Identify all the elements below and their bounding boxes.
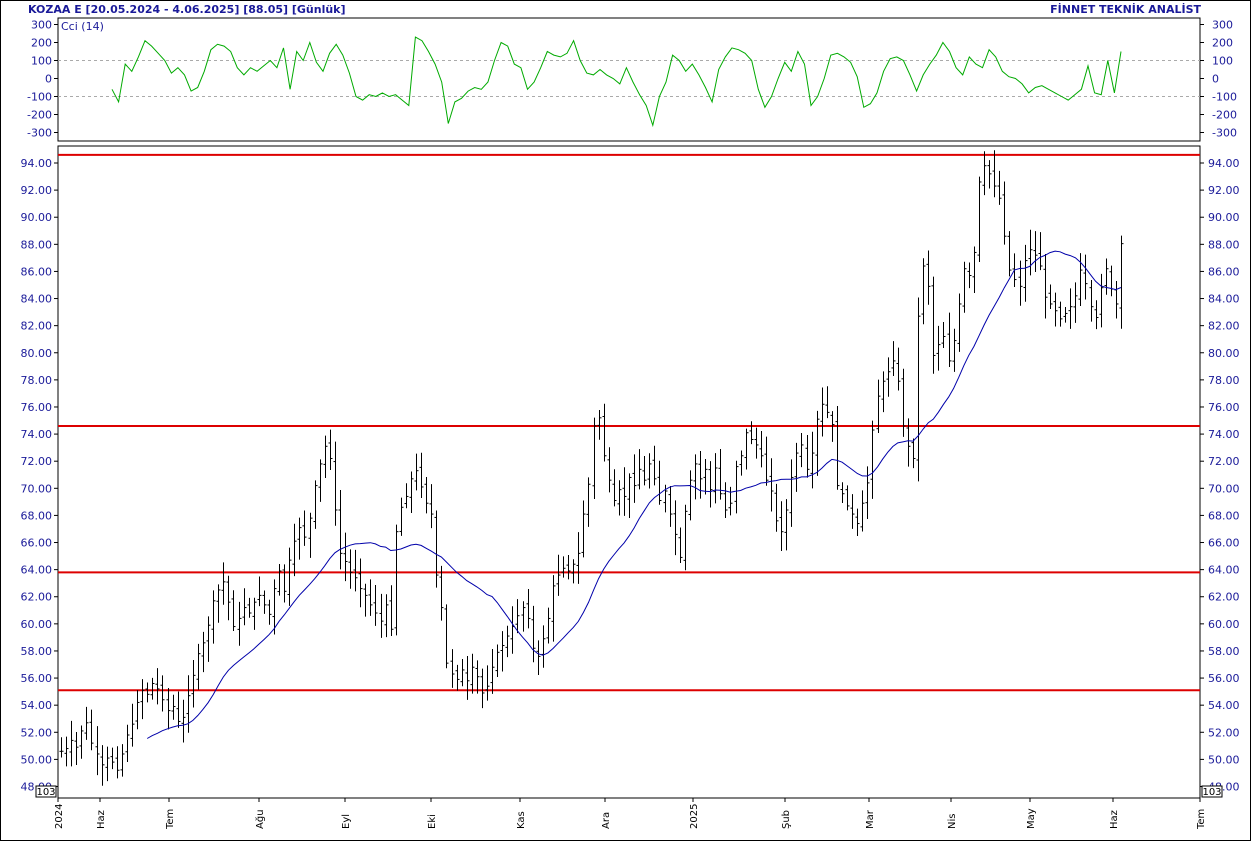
price-y-tick-label: 62.00 — [1208, 591, 1240, 604]
cci-y-tick-label: -300 — [27, 127, 52, 140]
price-y-tick-label: 70.00 — [21, 482, 53, 495]
price-y-tick-label: 78.00 — [21, 374, 53, 387]
price-y-tick-label: 84.00 — [21, 293, 53, 306]
price-y-tick-label: 62.00 — [21, 591, 53, 604]
cci-y-tick-label: 300 — [31, 19, 52, 32]
price-y-tick-label: 66.00 — [21, 537, 53, 550]
price-y-tick-label: 90.00 — [1208, 211, 1240, 224]
cci-legend: Cci (14) — [61, 20, 104, 33]
x-tick-label: Ara — [601, 812, 612, 829]
price-y-tick-label: 88.00 — [21, 238, 53, 251]
cci-panel-frame — [57, 17, 1201, 142]
price-y-tick-label: 54.00 — [1208, 699, 1240, 712]
x-tick-label: Kas — [516, 811, 527, 829]
price-y-tick-label: 80.00 — [1208, 347, 1240, 360]
price-y-tick-label: 72.00 — [21, 455, 53, 468]
price-y-tick-label: 68.00 — [1208, 509, 1240, 522]
price-y-tick-label: 80.00 — [21, 347, 53, 360]
price-y-tick-label: 74.00 — [1208, 428, 1240, 441]
price-y-tick-label: 64.00 — [1208, 564, 1240, 577]
source-label: FİNNET TEKNİK ANALİST — [1050, 3, 1201, 16]
scale-badge — [1201, 785, 1223, 798]
cci-y-tick-label: -200 — [27, 109, 52, 122]
cci-y-tick-label: 100 — [1212, 55, 1233, 68]
scale-badge — [35, 785, 57, 798]
chart-title: KOZAA E [20.05.2024 - 4.06.2025] [88.05]… — [28, 3, 346, 16]
x-tick-label: Eki — [427, 814, 438, 829]
price-y-tick-label: 50.00 — [1208, 753, 1240, 766]
price-y-tick-label: 82.00 — [1208, 320, 1240, 333]
price-y-tick-label: 50.00 — [21, 753, 53, 766]
price-y-tick-label: 64.00 — [21, 564, 53, 577]
price-y-tick-label: 56.00 — [1208, 672, 1240, 685]
price-y-tick-label: 70.00 — [1208, 482, 1240, 495]
price-y-tick-label: 58.00 — [21, 645, 53, 658]
cci-y-tick-label: 200 — [1212, 37, 1233, 50]
price-y-tick-label: 52.00 — [1208, 726, 1240, 739]
price-y-tick-label: 74.00 — [21, 428, 53, 441]
price-y-tick-label: 76.00 — [1208, 401, 1240, 414]
price-y-tick-label: 86.00 — [1208, 265, 1240, 278]
price-y-tick-label: 76.00 — [21, 401, 53, 414]
x-tick-label: Şub — [781, 810, 792, 829]
cci-y-tick-label: -100 — [1212, 91, 1237, 104]
cci-y-tick-label: 0 — [45, 73, 52, 86]
price-y-tick-label: 84.00 — [1208, 293, 1240, 306]
cci-y-tick-label: -100 — [27, 91, 52, 104]
price-y-tick-label: 92.00 — [1208, 184, 1240, 197]
moving-average-line — [146, 250, 1122, 739]
cci-y-tick-label: 200 — [31, 37, 52, 50]
price-y-tick-label: 94.00 — [21, 157, 53, 170]
cci-y-tick-label: 300 — [1212, 19, 1233, 32]
price-y-tick-label: 94.00 — [1208, 157, 1240, 170]
price-y-tick-label: 72.00 — [1208, 455, 1240, 468]
cci-y-tick-label: -300 — [1212, 127, 1237, 140]
price-y-tick-label: 82.00 — [21, 320, 53, 333]
price-y-tick-label: 54.00 — [21, 699, 53, 712]
x-tick-label: Nis — [947, 814, 958, 829]
x-tick-label: 2025 — [689, 804, 700, 829]
price-y-tick-label: 58.00 — [1208, 645, 1240, 658]
x-tick-label: Mar — [865, 809, 876, 829]
price-y-tick-label: 52.00 — [21, 726, 53, 739]
cci-y-tick-label: 100 — [31, 55, 52, 68]
x-tick-label: May — [1026, 808, 1037, 829]
price-y-tick-label: 66.00 — [1208, 537, 1240, 550]
price-y-tick-label: 60.00 — [21, 618, 53, 631]
x-tick-label: Tem — [1196, 809, 1207, 830]
x-tick-label: Tem — [165, 809, 176, 830]
price-y-tick-label: 56.00 — [21, 672, 53, 685]
price-y-tick-label: 60.00 — [1208, 618, 1240, 631]
x-tick-label: 2024 — [54, 804, 65, 829]
cci-y-tick-label: -200 — [1212, 109, 1237, 122]
price-y-tick-label: 88.00 — [1208, 238, 1240, 251]
price-y-tick-label: 78.00 — [1208, 374, 1240, 387]
x-tick-label: Haz — [96, 810, 107, 829]
cci-y-tick-label: 0 — [1212, 73, 1219, 86]
x-tick-label: Eyl — [341, 814, 352, 829]
x-tick-label: Ağu — [254, 809, 266, 829]
scale-badge-label: 103 — [1202, 787, 1221, 798]
price-y-tick-label: 92.00 — [21, 184, 53, 197]
price-y-tick-label: 68.00 — [21, 509, 53, 522]
price-panel-frame — [57, 145, 1201, 799]
x-tick-label: Haz — [1109, 810, 1120, 829]
price-y-tick-label: 86.00 — [21, 265, 53, 278]
cci-line — [111, 36, 1122, 128]
price-y-tick-label: 90.00 — [21, 211, 53, 224]
scale-badge-label: 103 — [36, 787, 55, 798]
